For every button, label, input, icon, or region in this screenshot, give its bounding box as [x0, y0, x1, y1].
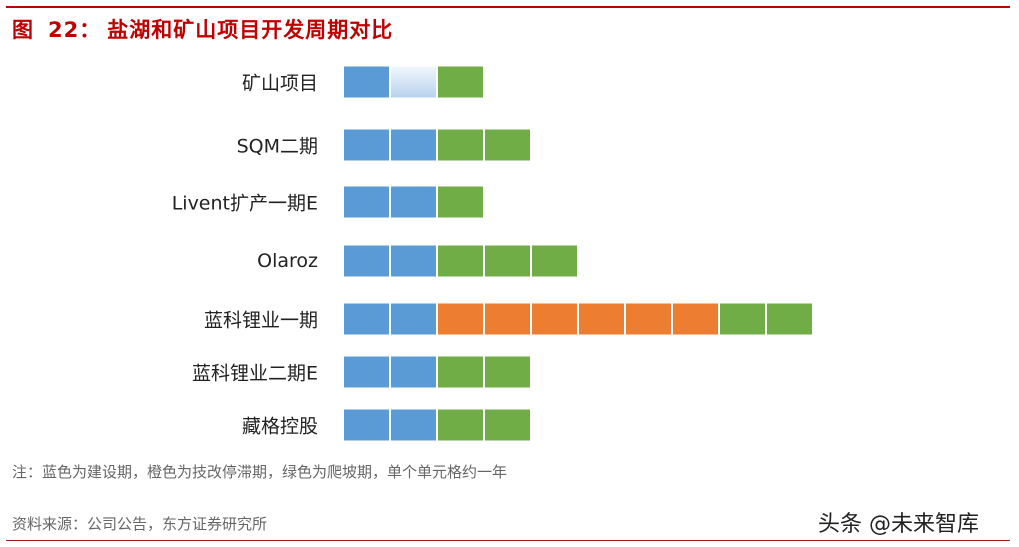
- cell-rampup: [532, 245, 577, 277]
- cell-rampup: [438, 409, 483, 441]
- cell-stagnation: [532, 303, 577, 335]
- cell-stagnation: [579, 303, 624, 335]
- figure-title: 图 22： 盐湖和矿山项目开发周期对比: [12, 14, 393, 44]
- cell-construction: [391, 245, 436, 277]
- row-label: 矿山项目: [241, 72, 318, 95]
- cell-construction: [391, 129, 436, 161]
- cell-construction-faded: [391, 66, 436, 98]
- cell-rampup: [438, 356, 483, 388]
- cell-construction: [344, 356, 389, 388]
- cell-rampup: [485, 356, 530, 388]
- figure-title-text: 盐湖和矿山项目开发周期对比: [107, 18, 394, 42]
- row-label: 蓝科锂业二期E: [191, 362, 318, 385]
- top-divider: [6, 6, 1010, 8]
- row-label: 蓝科锂业一期: [203, 309, 318, 332]
- cell-rampup: [485, 129, 530, 161]
- row-label: Olaroz: [257, 250, 318, 272]
- cell-stagnation: [673, 303, 718, 335]
- cell-rampup: [438, 186, 483, 218]
- cell-rampup: [720, 303, 765, 335]
- cell-rampup: [767, 303, 812, 335]
- cell-construction: [391, 356, 436, 388]
- row-label: Livent扩产一期E: [171, 192, 318, 215]
- cell-rampup: [438, 66, 483, 98]
- row-bar: [344, 66, 485, 98]
- cell-construction: [344, 409, 389, 441]
- row-bar: [344, 409, 532, 441]
- row-label: SQM二期: [236, 135, 318, 158]
- row-bar: [344, 356, 532, 388]
- cell-stagnation: [438, 303, 483, 335]
- cell-construction: [344, 303, 389, 335]
- row-bar: [344, 129, 532, 161]
- chart-note: 注：蓝色为建设期，橙色为技改停滞期，绿色为爬坡期，单个单元格约一年: [12, 463, 508, 481]
- cell-rampup: [438, 129, 483, 161]
- row-label: 藏格控股: [241, 415, 318, 438]
- cell-construction: [344, 66, 389, 98]
- cell-rampup: [485, 409, 530, 441]
- cell-rampup: [485, 245, 530, 277]
- bottom-divider: [6, 540, 1010, 541]
- cell-construction: [344, 186, 389, 218]
- cell-rampup: [438, 245, 483, 277]
- figure-number: 22：: [48, 18, 102, 42]
- row-bar: [344, 245, 579, 277]
- row-bar: [344, 303, 814, 335]
- cell-construction: [344, 129, 389, 161]
- cell-construction: [391, 303, 436, 335]
- cell-construction: [344, 245, 389, 277]
- cell-construction: [391, 409, 436, 441]
- row-bar: [344, 186, 485, 218]
- figure-label: 图: [12, 18, 34, 42]
- cell-stagnation: [626, 303, 671, 335]
- watermark: 头条 @未来智库: [818, 512, 979, 537]
- source-text: 资料来源：公司公告，东方证券研究所: [12, 515, 268, 533]
- cell-construction: [391, 186, 436, 218]
- cell-stagnation: [485, 303, 530, 335]
